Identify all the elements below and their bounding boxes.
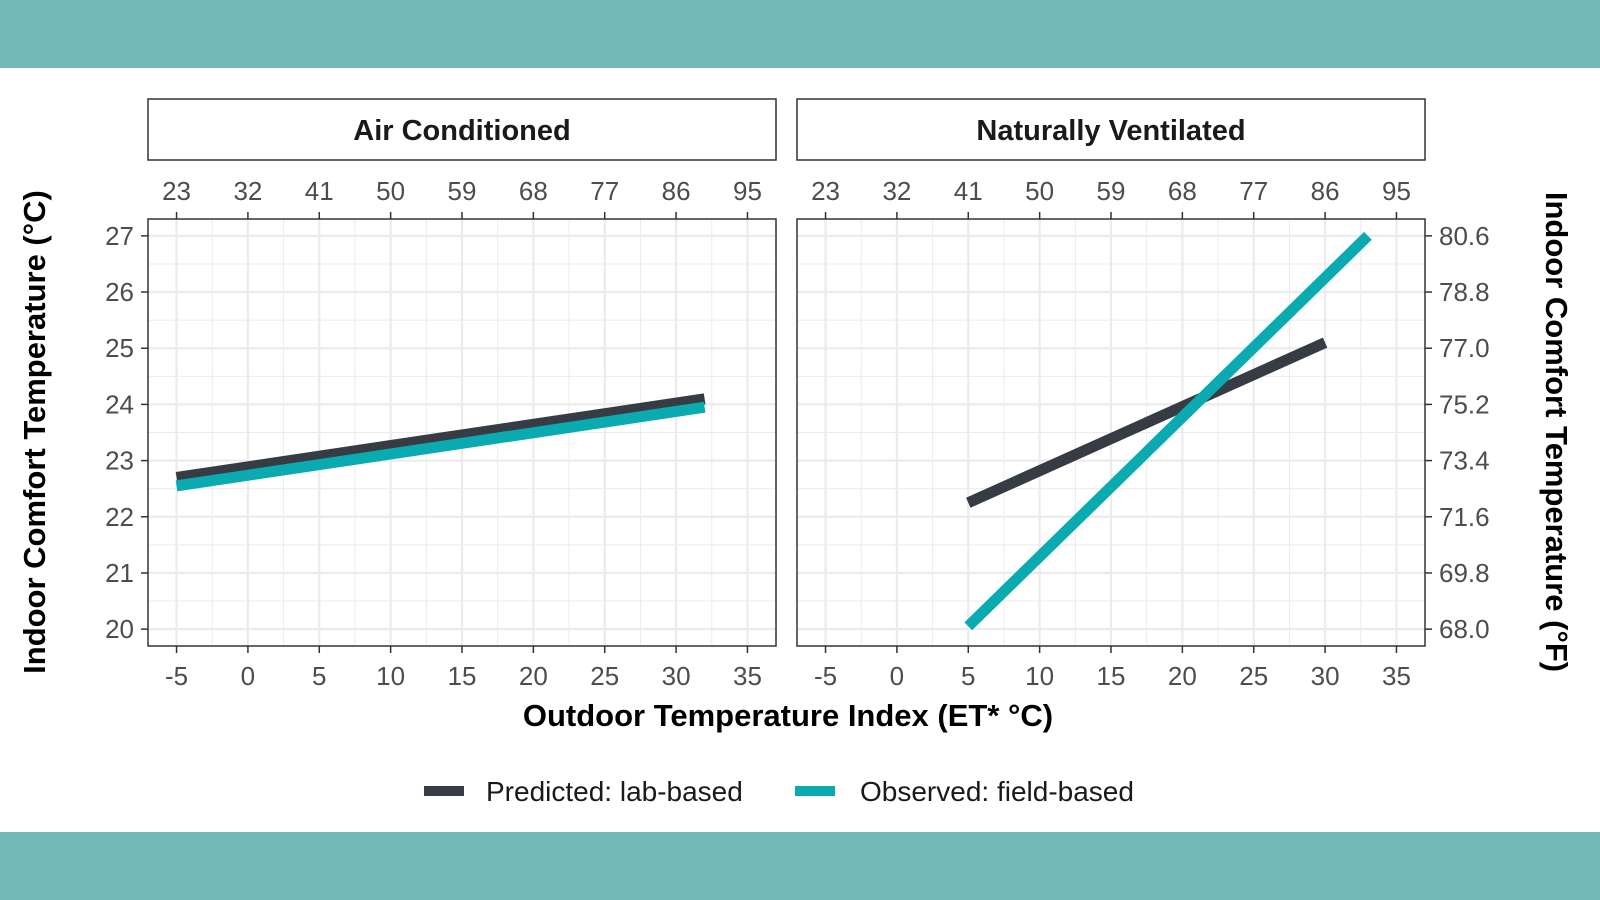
x-tick-label: 0 (241, 661, 255, 691)
x-top-tick-label: 23 (162, 176, 191, 206)
x-tick-label: -5 (165, 661, 188, 691)
panel-title-1: Naturally Ventilated (976, 115, 1245, 147)
x-top-tick-label: 59 (1097, 176, 1126, 206)
x-top-tick-label: 50 (1025, 176, 1054, 206)
x-tick-label: 30 (1311, 661, 1340, 691)
y-tick-label: 20 (105, 614, 134, 644)
series-line-observed-panel-1 (964, 231, 1372, 631)
x-top-tick-label: 95 (733, 176, 762, 206)
x-tick-label: 10 (1025, 661, 1054, 691)
y-tick-label: 23 (105, 446, 134, 476)
x-top-tick-label: 50 (376, 176, 405, 206)
y-right-tick-label: 80.6 (1439, 221, 1490, 251)
x-tick-label: 0 (890, 661, 904, 691)
x-tick-label: 5 (312, 661, 326, 691)
y-right-tick-label: 68.0 (1439, 614, 1490, 644)
x-top-tick-label: 95 (1382, 176, 1411, 206)
x-tick-label: -5 (814, 661, 837, 691)
x-tick-label: 25 (590, 661, 619, 691)
y-right-tick-label: 71.6 (1439, 502, 1490, 532)
y-right-tick-label: 69.8 (1439, 558, 1490, 588)
x-top-tick-label: 86 (1311, 176, 1340, 206)
panel-1: Naturally Ventilated -5 0 5 10 15 20 25 30 35 23 32… (796, 98, 1490, 691)
legend: Predicted: lab-based Observed: field-bas… (424, 776, 1134, 807)
series-line-observed-panel-0 (175, 401, 706, 492)
x-top-tick-label: 32 (882, 176, 911, 206)
legend-label-observed: Observed: field-based (860, 776, 1134, 807)
y-right-tick-label: 75.2 (1439, 389, 1490, 419)
x-tick-label: 20 (1168, 661, 1197, 691)
y-right-tick-label: 73.4 (1439, 446, 1490, 476)
bottom-band (0, 832, 1600, 900)
x-top-tick-label: 77 (1239, 176, 1268, 206)
x-top-tick-label: 77 (590, 176, 619, 206)
x-tick-label: 30 (662, 661, 691, 691)
x-tick-label: 25 (1239, 661, 1268, 691)
x-tick-label: 35 (733, 661, 762, 691)
y-tick-label: 27 (105, 221, 134, 251)
y-tick-label: 26 (105, 277, 134, 307)
series-line-predicted-panel-0 (175, 393, 706, 483)
x-top-tick-label: 41 (305, 176, 334, 206)
x-tick-label: 20 (519, 661, 548, 691)
y-tick-label: 25 (105, 333, 134, 363)
x-tick-label: 5 (961, 661, 975, 691)
x-tick-label: 15 (1097, 661, 1126, 691)
x-top-tick-label: 32 (233, 176, 262, 206)
panel-strip-1 (796, 98, 1426, 161)
x-top-tick-label: 68 (519, 176, 548, 206)
series-line-predicted-panel-1 (966, 337, 1328, 508)
panel-strip-0 (147, 98, 777, 161)
x-top-tick-label: 68 (1168, 176, 1197, 206)
x-tick-label: 10 (376, 661, 405, 691)
y-axis-title-right: Indoor Comfort Temperature (°F) (1539, 192, 1574, 672)
panel-title-0: Air Conditioned (353, 115, 570, 147)
y-tick-label: 24 (105, 389, 134, 419)
y-right-tick-label: 78.8 (1439, 277, 1490, 307)
x-top-tick-label: 86 (662, 176, 691, 206)
x-tick-label: 15 (448, 661, 477, 691)
y-right-tick-label: 77.0 (1439, 333, 1490, 363)
panel-0: Air Conditioned -5 0 5 10 15 20 25 30 35 23 32 41 50 5… (105, 98, 777, 691)
y-tick-label: 21 (105, 558, 134, 588)
top-band (0, 0, 1600, 68)
x-axis-title: Outdoor Temperature Index (ET* °C) (523, 698, 1053, 733)
y-tick-label: 22 (105, 502, 134, 532)
legend-label-predicted: Predicted: lab-based (486, 776, 743, 807)
y-axis-title-left: Indoor Comfort Temperature (°C) (17, 190, 52, 674)
x-top-tick-label: 23 (811, 176, 840, 206)
x-tick-label: 35 (1382, 661, 1411, 691)
x-top-tick-label: 41 (954, 176, 983, 206)
x-top-tick-label: 59 (448, 176, 477, 206)
